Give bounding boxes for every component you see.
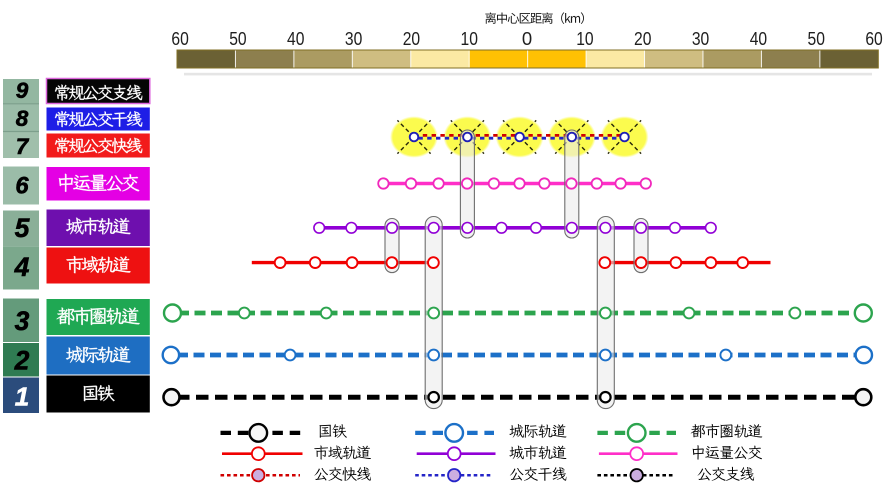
svg-text:0: 0 (522, 28, 532, 49)
svg-text:10: 10 (576, 28, 593, 49)
svg-text:5: 5 (15, 213, 31, 243)
svg-text:30: 30 (692, 28, 709, 49)
svg-text:2: 2 (14, 345, 30, 375)
svg-text:50: 50 (229, 28, 246, 49)
svg-text:40: 40 (287, 28, 304, 49)
svg-text:60: 60 (171, 28, 188, 49)
svg-text:4: 4 (14, 252, 30, 282)
svg-text:60: 60 (865, 28, 882, 49)
svg-text:20: 20 (403, 28, 420, 49)
svg-text:6: 6 (15, 174, 29, 200)
svg-text:30: 30 (345, 28, 362, 49)
svg-text:8: 8 (16, 106, 29, 131)
svg-text:10: 10 (461, 28, 478, 49)
svg-text:9: 9 (16, 78, 29, 103)
svg-text:7: 7 (16, 134, 30, 159)
svg-text:3: 3 (15, 306, 30, 336)
svg-text:50: 50 (808, 28, 825, 49)
svg-text:1: 1 (15, 382, 29, 412)
svg-text:40: 40 (750, 28, 767, 49)
svg-text:20: 20 (634, 28, 651, 49)
